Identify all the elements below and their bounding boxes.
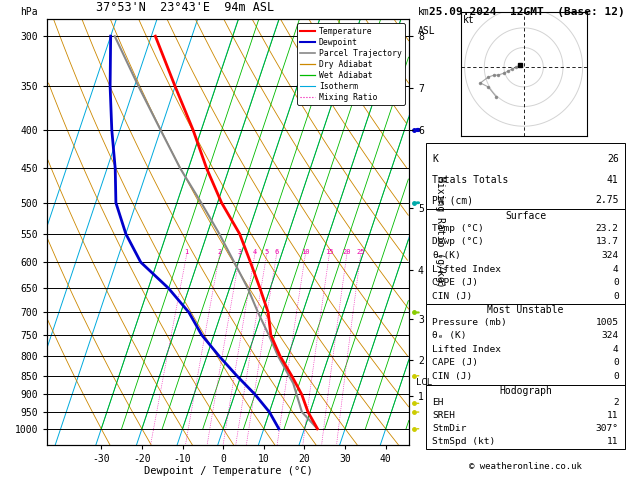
Text: 1: 1 [184,249,189,255]
Text: 11: 11 [607,437,619,446]
Text: hPa: hPa [20,7,38,17]
Text: 324: 324 [601,251,619,260]
Text: 0: 0 [613,292,619,300]
Text: 23.2: 23.2 [596,224,619,233]
Text: 324: 324 [601,331,619,340]
Text: SREH: SREH [432,411,455,420]
Text: 4: 4 [613,345,619,354]
Text: 0: 0 [613,358,619,367]
X-axis label: Dewpoint / Temperature (°C): Dewpoint / Temperature (°C) [143,467,313,476]
Text: 25.09.2024  12GMT  (Base: 12): 25.09.2024 12GMT (Base: 12) [429,7,625,17]
Text: StmDir: StmDir [432,424,467,433]
Text: Dewp (°C): Dewp (°C) [432,238,484,246]
Text: 307°: 307° [596,424,619,433]
Text: 10: 10 [301,249,309,255]
Text: Most Unstable: Most Unstable [487,305,564,315]
Text: 15: 15 [325,249,333,255]
Text: 6: 6 [274,249,279,255]
Text: StmSpd (kt): StmSpd (kt) [432,437,496,446]
Text: 4: 4 [613,264,619,274]
Text: CAPE (J): CAPE (J) [432,278,479,287]
Bar [426,385,625,449]
Text: CIN (J): CIN (J) [432,372,472,381]
Text: K: K [432,154,438,164]
Text: 1005: 1005 [596,318,619,327]
Text: 4: 4 [252,249,257,255]
Text: kt: kt [463,15,475,25]
Y-axis label: Mixing Ratio (g/kg): Mixing Ratio (g/kg) [435,176,445,288]
Text: 0: 0 [613,278,619,287]
Text: CAPE (J): CAPE (J) [432,358,479,367]
Text: Hodograph: Hodograph [499,386,552,396]
Text: LCL: LCL [416,378,432,387]
Text: 20: 20 [342,249,351,255]
Text: Pressure (mb): Pressure (mb) [432,318,507,327]
Text: 2: 2 [217,249,221,255]
Text: 11: 11 [607,411,619,420]
Text: 37°53'N  23°43'E  94m ASL: 37°53'N 23°43'E 94m ASL [96,1,274,14]
Text: θₑ(K): θₑ(K) [432,251,461,260]
Bar [426,209,625,304]
Text: © weatheronline.co.uk: © weatheronline.co.uk [469,462,582,471]
Text: 2: 2 [613,399,619,407]
Text: Lifted Index: Lifted Index [432,264,501,274]
Text: PW (cm): PW (cm) [432,195,474,206]
Bar [426,304,625,385]
Text: EH: EH [432,399,444,407]
Text: 3: 3 [237,249,242,255]
Text: ASL: ASL [418,26,435,36]
Text: Temp (°C): Temp (°C) [432,224,484,233]
Text: Totals Totals: Totals Totals [432,174,509,185]
Text: 26: 26 [607,154,619,164]
Text: CIN (J): CIN (J) [432,292,472,300]
Text: km: km [418,7,430,17]
Text: 2.75: 2.75 [595,195,619,206]
Text: 25: 25 [356,249,365,255]
Text: 5: 5 [264,249,269,255]
Text: 0: 0 [613,372,619,381]
Bar [426,143,625,209]
Legend: Temperature, Dewpoint, Parcel Trajectory, Dry Adiabat, Wet Adiabat, Isotherm, Mi: Temperature, Dewpoint, Parcel Trajectory… [297,23,405,105]
Text: 41: 41 [607,174,619,185]
Text: 13.7: 13.7 [596,238,619,246]
Text: θₑ (K): θₑ (K) [432,331,467,340]
Text: Surface: Surface [505,211,546,221]
Text: Lifted Index: Lifted Index [432,345,501,354]
